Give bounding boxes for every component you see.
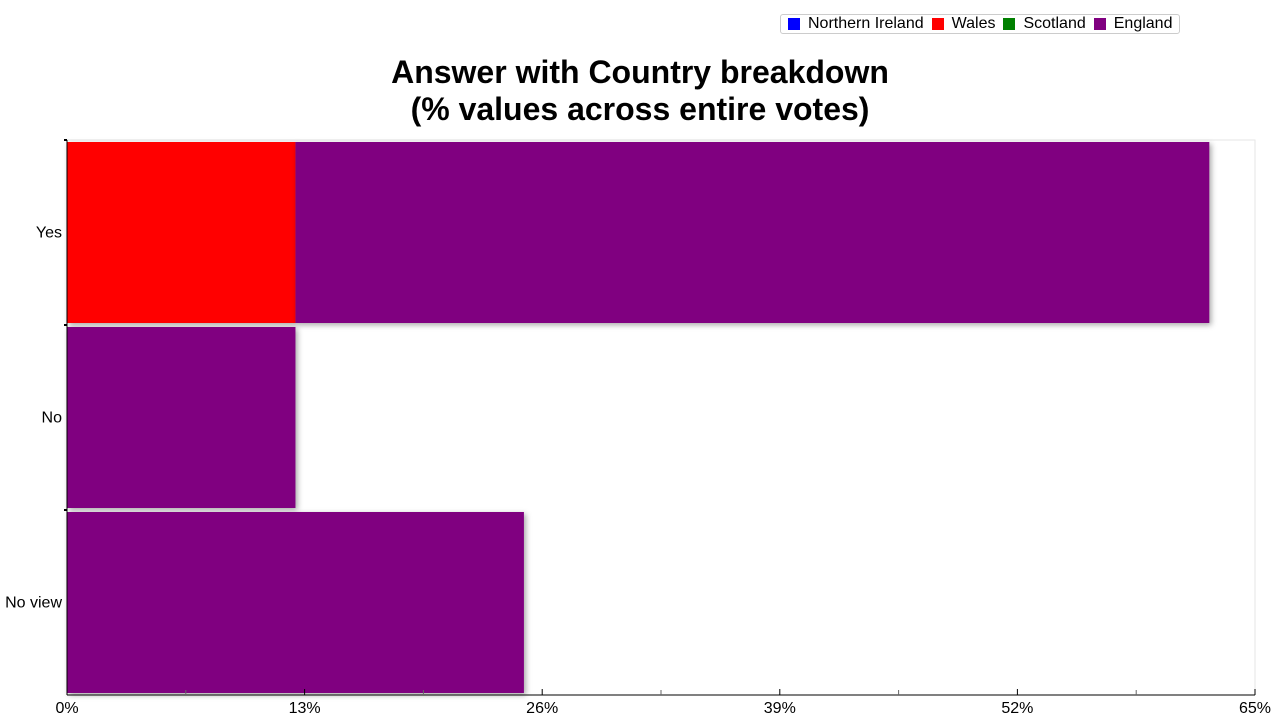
bar <box>67 327 296 508</box>
legend-item: Northern Ireland <box>788 15 924 33</box>
y-tick-label: No <box>42 410 63 427</box>
bar <box>67 512 524 693</box>
bar <box>67 142 296 323</box>
x-tick-label: 52% <box>1001 700 1033 717</box>
x-tick-label: 13% <box>289 700 321 717</box>
y-tick-label: No view <box>5 595 62 612</box>
bar <box>295 142 1210 323</box>
legend-label: Scotland <box>1023 15 1086 32</box>
legend-label: Northern Ireland <box>808 15 924 32</box>
x-tick-label: 26% <box>526 700 558 717</box>
legend-item: Wales <box>931 15 996 33</box>
legend-label: England <box>1113 15 1173 32</box>
chart-legend: Northern Ireland Wales Scotland England <box>780 14 1180 34</box>
legend-swatch <box>1093 18 1106 30</box>
legend-item: Scotland <box>1003 15 1086 33</box>
x-tick-label: 65% <box>1239 700 1271 717</box>
chart-title-line: Answer with Country breakdown <box>391 54 889 90</box>
y-tick-label: Yes <box>36 225 62 242</box>
legend-item: England <box>1093 15 1173 33</box>
legend-swatch <box>1003 18 1016 30</box>
legend-swatch <box>788 18 800 30</box>
legend-swatch <box>931 18 944 30</box>
chart-title: Answer with Country breakdown (% values … <box>0 54 1280 128</box>
x-tick-label: 0% <box>55 700 78 717</box>
chart-subtitle: (% values across entire votes) <box>410 91 870 127</box>
legend-label: Wales <box>951 15 996 32</box>
x-tick-label: 39% <box>764 700 796 717</box>
